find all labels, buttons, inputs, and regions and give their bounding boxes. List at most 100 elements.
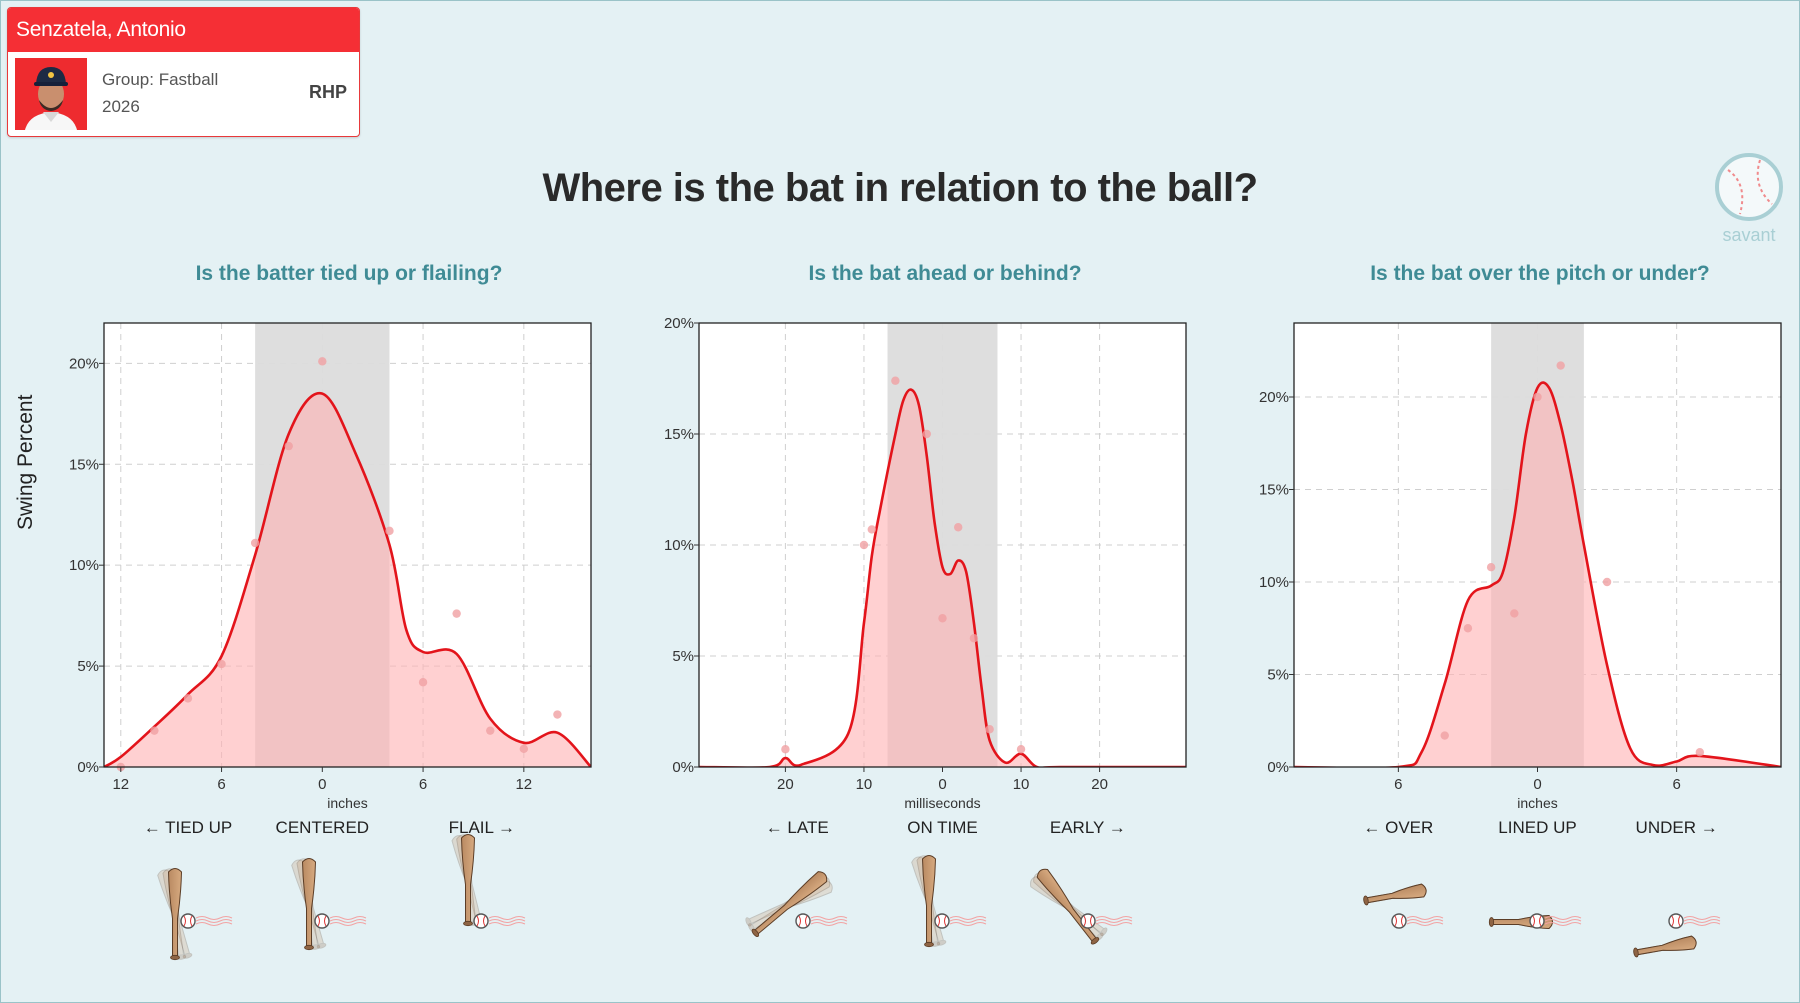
baseball-icon — [1391, 913, 1444, 929]
density-line — [699, 388, 1186, 767]
chart-3: 0% 5% 10% 15% 20% 6 0 6 inches ← OVER LINED UP UNDE… — [1259, 322, 1782, 837]
y-tick-label: 10% — [1259, 574, 1289, 591]
density-line — [1294, 381, 1781, 767]
baseball-icon — [1529, 913, 1582, 929]
data-point — [1695, 748, 1705, 757]
baseball-icon — [934, 913, 987, 929]
tied-up-bat-icon — [167, 868, 183, 961]
y-tick-label: 5% — [1267, 667, 1289, 684]
plot-frame — [103, 322, 592, 768]
y-tick-label: 0% — [77, 759, 99, 776]
data-point — [867, 525, 877, 534]
y-tick-label: 0% — [672, 759, 694, 776]
y-tick-label: 10% — [664, 537, 694, 554]
late-bat-icon — [751, 871, 828, 938]
density-area — [104, 393, 591, 767]
category-label: CENTERED — [276, 818, 370, 837]
chart-2: 0% 5% 10% 15% 20% 20 10 0 10 20 milliseconds ← LATE… — [664, 315, 1187, 837]
x-axis-unit: inches — [1517, 795, 1557, 811]
x-tick-label: 6 — [1672, 776, 1680, 793]
data-point — [938, 614, 947, 623]
player-name: Senzatela, Antonio — [8, 8, 359, 52]
data-point — [519, 744, 529, 754]
early-bat-icon — [1036, 868, 1100, 945]
baseball-icon — [795, 913, 848, 929]
data-point — [1533, 392, 1542, 402]
over-bat-icon — [1363, 883, 1427, 906]
category-label: UNDER → — [1636, 818, 1718, 837]
centered-bat-icon — [301, 858, 317, 951]
baseball-icon — [314, 913, 367, 929]
y-tick-label: 20% — [1259, 389, 1289, 406]
category-label: LINED UP — [1498, 818, 1576, 837]
y-tick-label: 20% — [69, 355, 99, 372]
data-point — [969, 634, 979, 643]
category-label: ON TIME — [907, 818, 978, 837]
data-point — [1602, 577, 1612, 587]
x-tick-label: 20 — [1091, 776, 1108, 793]
baseball-icon — [1668, 913, 1721, 929]
data-point — [1556, 361, 1565, 370]
data-point — [385, 526, 394, 536]
x-tick-label: 10 — [1013, 776, 1030, 793]
savant-logo[interactable]: savant — [1710, 152, 1788, 246]
y-tick-label: 5% — [672, 648, 694, 665]
page-title: Where is the bat in relation to the ball… — [542, 166, 1258, 210]
y-tick-label: 10% — [69, 557, 99, 574]
data-point — [284, 441, 293, 451]
data-point — [954, 523, 963, 532]
data-point — [486, 726, 495, 735]
data-point — [418, 678, 428, 687]
baseball-icon — [180, 913, 233, 929]
x-tick-label: 20 — [777, 776, 794, 793]
x-axis-unit: inches — [327, 795, 367, 811]
x-axis-unit: milliseconds — [904, 795, 980, 811]
y-tick-label: 15% — [69, 456, 99, 473]
category-label: EARLY → — [1050, 818, 1126, 837]
y-tick-label: 15% — [1259, 482, 1289, 499]
on-time-bat-icon — [921, 855, 937, 948]
bat-illustrations — [157, 834, 1721, 961]
data-point — [922, 429, 931, 439]
avatar — [15, 58, 87, 130]
data-point — [1463, 624, 1473, 633]
data-point — [1440, 731, 1449, 740]
player-group: Group: Fastball — [102, 70, 219, 89]
x-tick-label: 0 — [318, 776, 326, 793]
player-hand: RHP — [308, 82, 347, 102]
data-point — [318, 357, 327, 366]
chart-3-title: Is the bat over the pitch or under? — [1370, 262, 1710, 285]
player-year: 2026 — [102, 97, 140, 116]
data-point — [859, 540, 869, 550]
category-label: ← OVER — [1363, 818, 1433, 837]
data-point — [150, 726, 159, 735]
player-card-body: Group: Fastball 2026 RHP — [8, 52, 359, 136]
data-point — [217, 659, 226, 669]
y-tick-label: 5% — [77, 658, 99, 675]
y-tick-label: 0% — [1267, 759, 1289, 776]
density-area — [1294, 382, 1781, 767]
data-point — [1016, 745, 1026, 754]
data-point — [250, 538, 260, 548]
under-bat-icon — [1633, 935, 1697, 958]
x-tick-label: 6 — [1394, 776, 1402, 793]
x-tick-label: 10 — [856, 776, 873, 793]
x-tick-label: 0 — [1533, 776, 1541, 793]
x-tick-label: 12 — [515, 776, 532, 793]
flail-bat-icon — [460, 834, 476, 927]
baseball-icon — [1080, 913, 1133, 929]
chart-2-title: Is the bat ahead or behind? — [808, 262, 1082, 285]
data-point — [985, 725, 994, 734]
data-point — [1486, 563, 1496, 572]
data-point — [891, 376, 900, 385]
category-label: ← LATE — [766, 818, 829, 837]
category-label: FLAIL → — [449, 818, 515, 837]
data-point — [183, 694, 193, 703]
x-tick-label: 6 — [217, 776, 225, 793]
x-tick-label: 0 — [938, 776, 946, 793]
data-point — [553, 710, 562, 719]
y-tick-label: 15% — [664, 426, 694, 443]
category-label: ← TIED UP — [144, 818, 232, 837]
density-area — [699, 389, 1186, 767]
